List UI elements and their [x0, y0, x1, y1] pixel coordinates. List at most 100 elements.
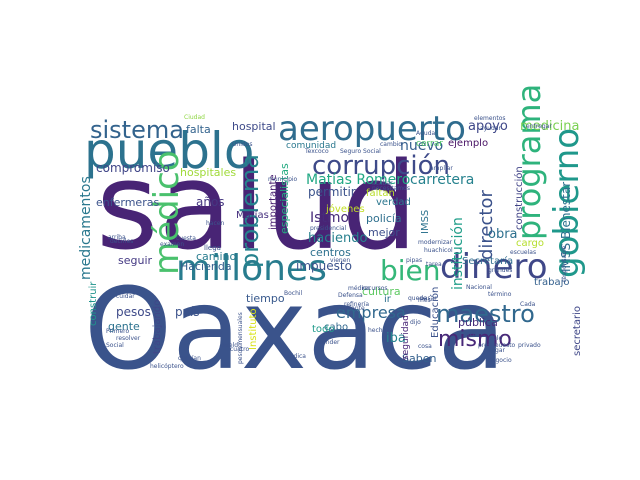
word-impuesto: impuesto: [296, 259, 352, 273]
cloud-background: [70, 115, 570, 365]
word-iba: iba: [386, 331, 406, 346]
word-cuidar: cuidar: [116, 293, 135, 300]
word-medicamentos: medicamentos: [78, 176, 94, 280]
word-cultura: cultura: [362, 285, 401, 298]
word-bochil: Bochil: [284, 290, 303, 297]
word-privado: privado: [518, 342, 541, 349]
word-arriba: arriba: [108, 234, 126, 241]
word-secretaria: Secretaría: [462, 255, 513, 267]
word-programa: programa: [510, 84, 548, 240]
word-tiempo: tiempo: [246, 292, 285, 305]
word-termino: término: [488, 291, 512, 298]
word-dice: dice: [464, 332, 477, 339]
word-acabar: acabar: [372, 180, 393, 187]
word-resolver: resolver: [116, 335, 141, 342]
word-director: director: [476, 190, 497, 260]
word-medicina: medicina: [520, 119, 580, 134]
word-maestro: maestro: [436, 300, 535, 328]
word-sueldo: sueldo: [222, 342, 242, 349]
word-medico: médico: [147, 150, 187, 275]
word-especialistas: especialistas: [278, 163, 291, 234]
word-pesos: pesos: [116, 305, 151, 319]
word-necesitamos: necesitamos: [372, 185, 410, 192]
word-quede: quede: [408, 295, 427, 302]
word-cerrar: cerrar: [416, 139, 443, 149]
word-institucion: institución: [450, 217, 466, 290]
word-mismo: mismo: [438, 327, 512, 352]
word-pueblo: pueblo: [84, 122, 254, 180]
word-cambio: cambio: [380, 141, 402, 148]
word-matias: Matías: [236, 209, 269, 221]
word-defensa: Defensa: [338, 292, 363, 299]
word-ir: ir: [384, 294, 392, 305]
word-presidencial: presidencial: [310, 225, 347, 232]
word-compromiso: compromiso: [96, 161, 170, 175]
word-seguridad: seguridad: [401, 315, 411, 360]
word-primero: Primero: [106, 328, 130, 335]
word-instituto: Instituto: [248, 309, 259, 351]
word-mejor: mejor: [368, 226, 400, 239]
word-huachicol: huachicol: [424, 247, 453, 254]
word-todo: todo: [312, 324, 335, 335]
word-cargo: cargo: [516, 238, 544, 249]
word-obra: obra: [488, 227, 518, 242]
word-anos: años: [196, 195, 225, 209]
word-medico: médico: [348, 285, 370, 292]
word-pesos-mensuales: pesos mensuales: [237, 312, 244, 364]
word-cumplir: cumplir: [200, 330, 223, 337]
word-texcoco: Texcoco: [304, 148, 329, 155]
word-escuelas: escuelas: [510, 249, 536, 256]
word-camino: camino: [196, 250, 237, 263]
word-entregar: entregar: [526, 123, 552, 130]
word-querian: querían: [178, 355, 201, 362]
word-carretera: carretera: [410, 172, 474, 188]
word-sistema: sistema: [90, 116, 184, 144]
word-verdad: verdad: [376, 197, 411, 208]
word-vienen: vienen: [330, 257, 350, 264]
word-pasar: pasar: [420, 295, 437, 302]
word-publica: pública: [458, 316, 498, 329]
word-cuatro: cuatro: [230, 346, 249, 353]
word-centros: centros: [310, 246, 351, 259]
word-hacienda: Hacienda: [180, 260, 232, 273]
word-mes: mes: [418, 297, 431, 304]
word-hospitales: hospitales: [180, 166, 236, 179]
word-seguir: seguir: [118, 254, 153, 267]
word-atender: atender: [316, 339, 340, 346]
word-falta: falta: [186, 123, 211, 136]
word-social: Social: [106, 342, 124, 349]
word-permitir: permitir: [308, 185, 356, 199]
word-llega: llega: [204, 244, 221, 252]
word-construccion: construcción: [513, 166, 525, 230]
word-secretario: secretario: [572, 306, 583, 356]
word-pipas: pipas: [406, 257, 422, 264]
word-gobierno: gobierno: [547, 128, 587, 278]
word-elementos: elementos: [474, 115, 506, 122]
word-istmo: Istmo: [310, 210, 349, 226]
word-presupuesto: presupuesto: [478, 342, 516, 349]
word-cosa: cosa: [418, 343, 432, 350]
word-grandes: grandes: [488, 267, 512, 274]
word-unidos: Unidos: [232, 141, 252, 148]
word-gente: gente: [108, 320, 140, 333]
word-importante: importante: [268, 174, 279, 230]
word-tarea: tarea: [426, 261, 442, 268]
word-llegar: llegar: [488, 347, 506, 354]
word-salud: salud: [96, 138, 418, 277]
word-nacional: Nacional: [466, 284, 492, 291]
word-imss-bienestar: IMSS Bienestar: [559, 182, 573, 272]
word-modernizar: modernizar: [418, 239, 453, 246]
word-refineria: refinería: [344, 301, 369, 308]
word-construir: construir: [88, 281, 99, 326]
word-pais: país: [175, 305, 200, 319]
word-aguda: Aguda: [416, 130, 436, 137]
word-bien: bien: [380, 254, 441, 287]
word-ayudar: ayudar: [480, 125, 502, 132]
word-seguro-social: Seguro Social: [340, 148, 381, 155]
word-cada: Cada: [520, 301, 536, 308]
word-educacion: Educación: [429, 287, 441, 338]
word-cuesta: cuesta: [176, 235, 196, 242]
word-nuevo: nuevo: [400, 138, 443, 154]
word-dijo: dijo: [410, 319, 421, 326]
